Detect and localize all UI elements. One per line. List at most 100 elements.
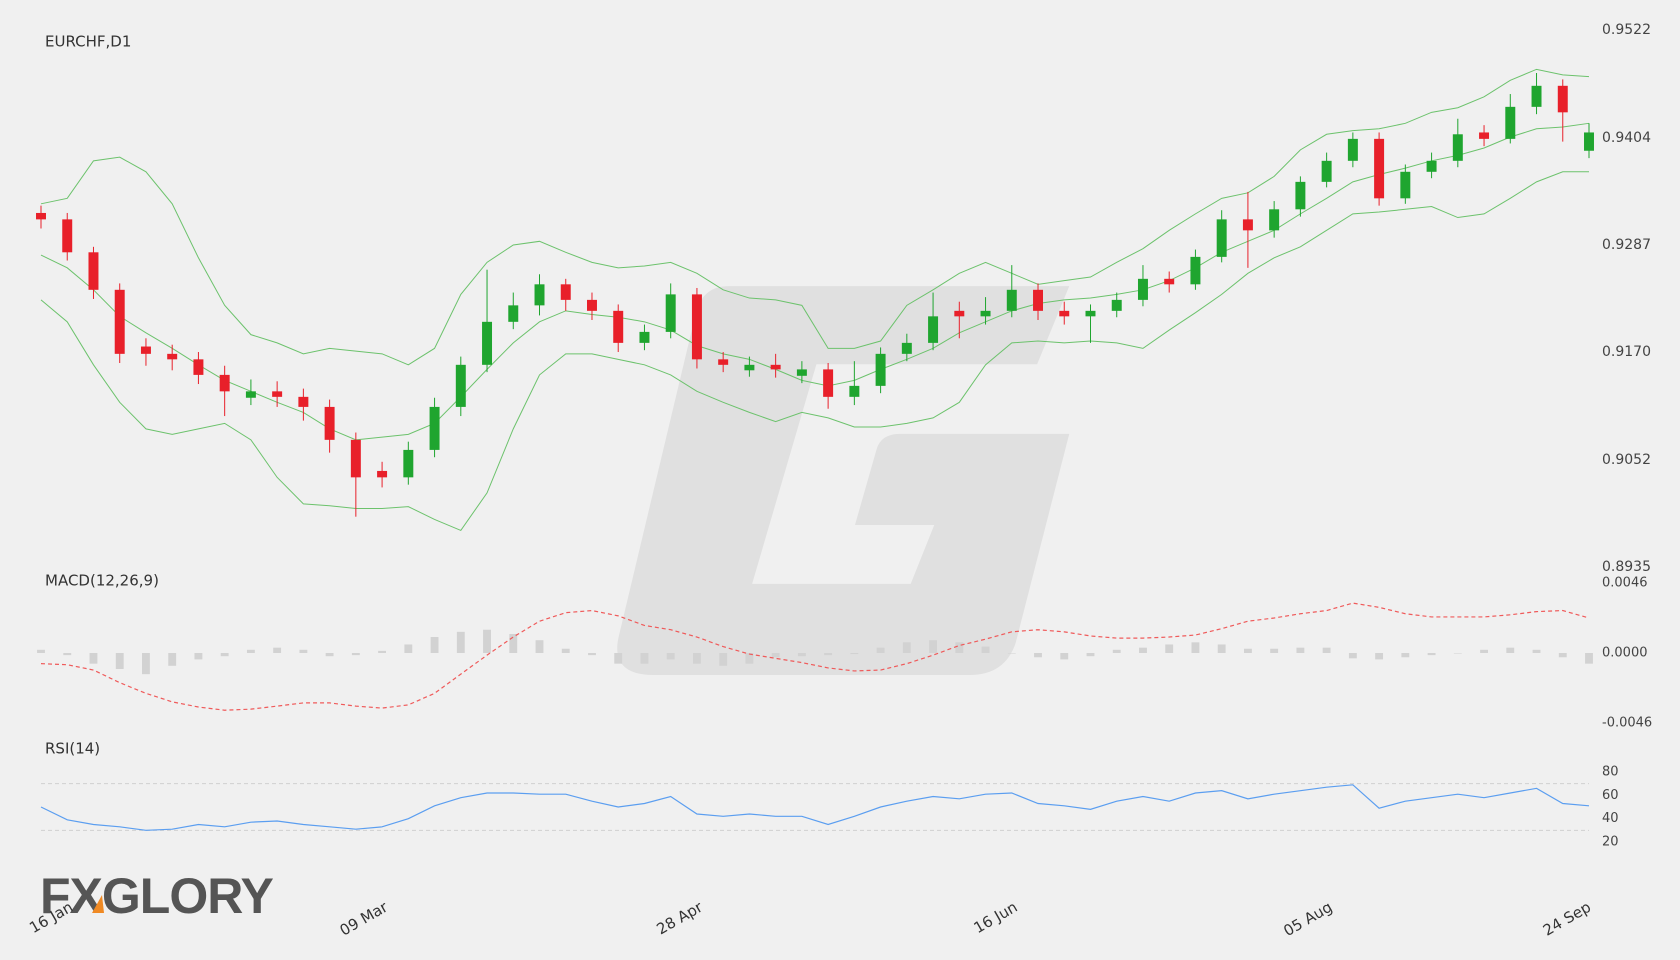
candle-body <box>875 353 886 386</box>
macd-histogram-bar <box>1453 653 1462 654</box>
macd-histogram-bar <box>299 649 308 653</box>
candle-body <box>324 406 335 440</box>
candle-body <box>1269 209 1280 231</box>
candle-body <box>1137 278 1148 300</box>
macd-histogram-bar <box>351 653 360 656</box>
candle-body <box>1400 171 1411 199</box>
macd-histogram-bar <box>850 653 859 655</box>
candle-body <box>140 346 151 354</box>
macd-histogram-bar <box>1375 653 1384 660</box>
macd-histogram-bar <box>115 653 124 669</box>
candle-body <box>665 294 676 332</box>
y-tick-label: 0.9287 <box>1602 237 1651 253</box>
candle-body <box>1006 289 1017 311</box>
candle-body <box>1164 278 1175 285</box>
candle-body <box>560 284 571 300</box>
macd-histogram-bar <box>719 653 728 666</box>
logo: FXGLORY <box>40 868 273 924</box>
y-tick-label: 80 <box>1602 765 1619 780</box>
candle-body <box>1242 219 1253 231</box>
macd-histogram-bar <box>1139 647 1147 653</box>
macd-histogram-bar <box>1165 644 1174 653</box>
macd-histogram-bar <box>37 649 45 653</box>
macd-histogram-bar <box>246 649 255 653</box>
candle-body <box>796 369 807 376</box>
candle-body <box>1216 219 1227 257</box>
panel-title: MACD(12,26,9) <box>45 572 159 590</box>
macd-histogram-bar <box>981 646 990 653</box>
candle-body <box>1033 289 1044 311</box>
macd-histogram-bar <box>273 647 282 653</box>
macd-histogram-bar <box>1401 653 1410 658</box>
macd-histogram-bar <box>1217 644 1226 653</box>
macd-histogram-bar <box>1034 653 1042 658</box>
candle-body <box>88 252 99 290</box>
candle-body <box>1531 85 1542 107</box>
macd-histogram-bar <box>640 653 649 664</box>
macd-histogram-bar <box>1060 653 1069 660</box>
macd-histogram-bar <box>89 653 98 664</box>
logo-accent <box>92 895 104 913</box>
candle-body <box>114 289 125 354</box>
candle-body <box>639 331 650 343</box>
macd-histogram-bar <box>404 644 413 653</box>
y-tick-label: 0.9404 <box>1602 130 1651 146</box>
y-tick-label: 0.9170 <box>1602 344 1651 360</box>
candle-body <box>770 364 781 370</box>
candle-body <box>691 294 702 360</box>
candle-body <box>1321 160 1332 182</box>
candle-body <box>1557 85 1568 113</box>
candle-body <box>193 359 204 375</box>
macd-histogram-bar <box>692 653 701 664</box>
candle-body <box>1347 138 1358 161</box>
macd-histogram-bar <box>142 653 150 675</box>
macd-histogram-bar <box>509 633 518 653</box>
candle-body <box>272 391 283 397</box>
macd-histogram-bar <box>1480 649 1488 653</box>
y-tick-label: 0.8935 <box>1602 559 1651 575</box>
candle-body <box>1426 160 1437 172</box>
candle-body <box>245 391 256 398</box>
macd-histogram-bar <box>1585 653 1593 664</box>
rsi-line <box>40 784 1590 831</box>
candle-body <box>167 353 178 360</box>
candle-body <box>36 212 46 220</box>
macd-histogram-bar <box>1191 642 1200 653</box>
macd-histogram-bar <box>614 653 623 664</box>
candle-body <box>1085 310 1096 317</box>
macd-histogram-bar <box>902 642 911 653</box>
macd-histogram-bar <box>325 653 334 657</box>
macd-histogram-bar <box>430 637 439 653</box>
candle-body <box>1505 106 1516 139</box>
macd-histogram-bar <box>378 650 387 653</box>
candle-body <box>62 219 73 253</box>
candle-body <box>1374 138 1385 199</box>
macd-histogram-bar <box>1348 653 1357 659</box>
candle-body <box>901 342 912 354</box>
macd-histogram-bar <box>1270 648 1279 653</box>
candle-body <box>954 310 965 317</box>
macd-histogram-bar <box>456 631 465 653</box>
bollinger-lower <box>40 171 1589 532</box>
candle-body <box>298 396 309 407</box>
macd-histogram-bar <box>1322 647 1331 653</box>
macd-histogram-bar <box>745 653 754 664</box>
y-tick-label: -0.0046 <box>1602 716 1652 731</box>
macd-histogram-bar <box>797 653 806 657</box>
macd-histogram-bar <box>1427 653 1436 656</box>
candle-body <box>403 449 414 478</box>
candle-body <box>1479 132 1490 139</box>
bollinger-upper <box>40 68 1590 366</box>
candle-body <box>534 284 545 306</box>
candle-body <box>980 310 991 317</box>
candle-body <box>350 439 361 478</box>
candle-body <box>219 374 230 392</box>
macd-histogram-bar <box>955 642 964 653</box>
candle-body <box>823 369 834 397</box>
candle-body <box>1295 181 1306 210</box>
macd-histogram-bar <box>1558 653 1567 658</box>
y-tick-label: 60 <box>1602 788 1619 803</box>
